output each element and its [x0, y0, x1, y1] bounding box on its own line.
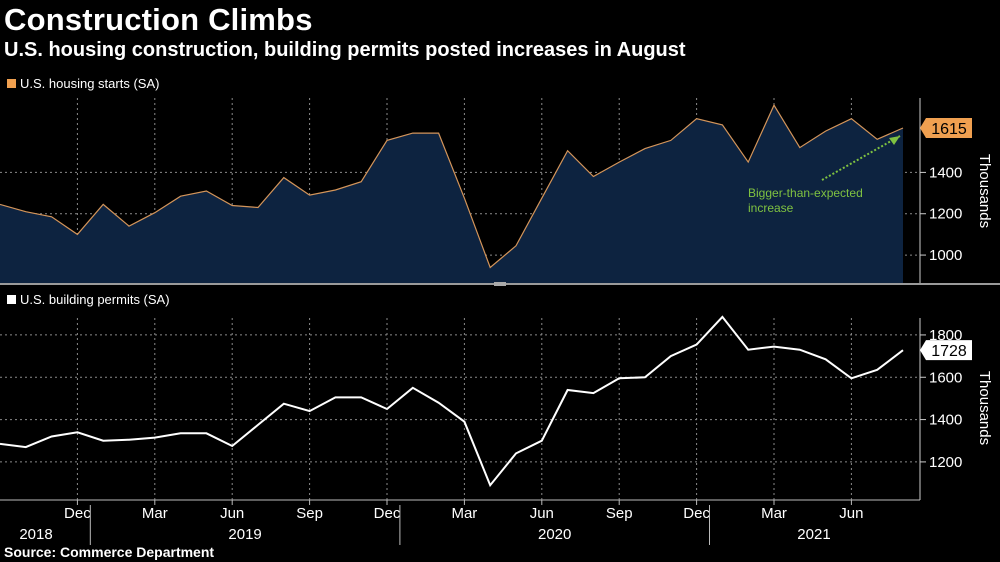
y-tick-label: 1600: [929, 369, 962, 386]
x-tick-label: Jun: [839, 505, 863, 522]
y-tick-label: 1400: [929, 412, 962, 429]
starts-area-fill: [0, 105, 903, 284]
x-tick-label: Mar: [761, 505, 787, 522]
starts-last-value-label: 1615: [931, 121, 967, 138]
permits-legend-label: U.S. building permits (SA): [20, 292, 170, 307]
starts-y-axis-label: Thousands: [976, 154, 993, 228]
starts-series-line: [0, 103, 904, 269]
panel-resize-handle[interactable]: [494, 282, 506, 286]
x-year-label: 2020: [538, 526, 571, 543]
chart-title: Construction Climbs: [4, 2, 313, 37]
x-tick-label: Dec: [683, 505, 710, 522]
x-tick-label: Jun: [530, 505, 554, 522]
annotation-arrow-line: [821, 135, 901, 181]
y-tick-label: 1400: [929, 164, 962, 181]
y-tick-label: 1200: [929, 206, 962, 223]
y-tick-label: 1000: [929, 247, 962, 264]
y-tick-label: 1800: [929, 327, 962, 344]
starts-plot-right-panel: [903, 98, 920, 284]
source-note: Source: Commerce Department: [4, 544, 215, 560]
permits-last-value-label: 1728: [931, 343, 967, 360]
starts-legend-label: U.S. housing starts (SA): [20, 76, 159, 91]
x-tick-label: Mar: [142, 505, 168, 522]
annotation-arrow-head: [889, 135, 900, 145]
x-tick-label: Jun: [220, 505, 244, 522]
permits-y-axis-label: Thousands: [976, 371, 993, 445]
starts-legend-swatch: [7, 79, 16, 88]
x-year-label: 2018: [19, 526, 52, 543]
starts-last-value-badge: [920, 117, 972, 138]
permits-last-value-badge: [920, 340, 972, 361]
permits-legend-swatch: [7, 295, 16, 304]
chart-subtitle: U.S. housing construction, building perm…: [4, 39, 686, 61]
annotation-text-line2: increase: [748, 201, 794, 215]
x-tick-label: Dec: [374, 505, 401, 522]
y-tick-label: 1200: [929, 454, 962, 471]
permits-series-line: [0, 315, 904, 488]
annotation-text-line1: Bigger-than-expected: [748, 186, 863, 200]
x-year-label: 2019: [228, 526, 261, 543]
x-tick-label: Mar: [451, 505, 477, 522]
x-tick-label: Dec: [64, 505, 91, 522]
x-tick-label: Sep: [296, 505, 323, 522]
x-tick-label: Sep: [606, 505, 633, 522]
x-year-label: 2021: [797, 526, 830, 543]
